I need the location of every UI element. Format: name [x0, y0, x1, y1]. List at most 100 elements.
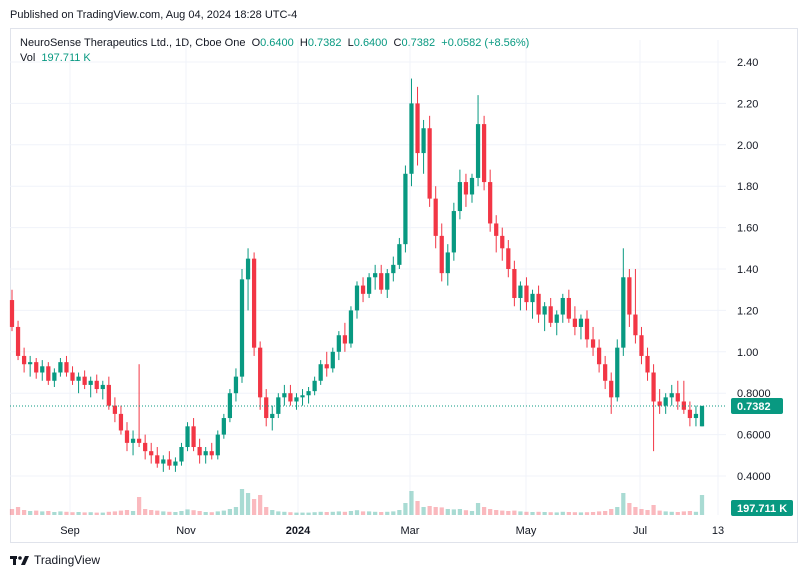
volume-bar	[58, 511, 63, 515]
volume-bar	[687, 511, 693, 515]
volume-bar	[130, 511, 136, 515]
candle-body	[530, 293, 535, 303]
candle-body	[130, 438, 136, 443]
candle-body	[439, 235, 444, 274]
candle-body	[566, 297, 571, 319]
price-tick-label: 1.80	[737, 181, 758, 193]
candle-body	[633, 314, 638, 336]
volume-bar	[385, 511, 390, 515]
candle-body	[451, 211, 456, 253]
volume-bar	[300, 512, 305, 515]
candle-body	[693, 413, 699, 419]
chart-frame	[10, 28, 798, 543]
volume-bar	[663, 511, 668, 515]
candle-body	[28, 362, 33, 365]
volume-bar	[481, 507, 487, 515]
candle-body	[463, 182, 469, 195]
candle-body	[203, 451, 208, 456]
candle-body	[264, 397, 269, 419]
candle-body	[639, 335, 644, 356]
candle-body	[596, 347, 602, 365]
volume-bar	[76, 512, 81, 515]
volume-bar	[288, 512, 293, 515]
candle-body	[427, 128, 432, 199]
candle-body	[15, 326, 21, 356]
candle-body	[681, 401, 686, 410]
time-tick-label: 2024	[286, 525, 311, 537]
volume-bar	[312, 512, 317, 515]
tradingview-brand[interactable]: TradingView	[34, 553, 101, 567]
candle-body	[675, 393, 680, 402]
volume-bar	[191, 510, 196, 515]
volume-bar	[596, 511, 602, 515]
price-badge-text: 0.7382	[737, 401, 771, 413]
volume-bar	[397, 510, 402, 515]
price-tick-label: 2.00	[737, 140, 758, 152]
candle-body	[663, 397, 668, 406]
time-tick-label: 13	[712, 525, 724, 537]
candle-body	[366, 277, 372, 294]
candle-body	[584, 318, 590, 340]
volume-bar	[143, 509, 148, 515]
price-tick-label: 1.20	[737, 305, 758, 317]
candle-body	[282, 393, 287, 398]
candle-body	[155, 455, 160, 464]
candle-body	[481, 124, 487, 183]
candle-body	[209, 451, 214, 456]
candle-body	[21, 355, 27, 365]
symbol-label[interactable]: NeuroSense Therapeutics Ltd., 1D, Cboe O…	[20, 37, 246, 49]
low-label: L	[347, 37, 354, 49]
volume-bar	[276, 511, 281, 515]
candle-body	[143, 442, 148, 452]
candle-body	[687, 409, 693, 419]
candle-body	[112, 405, 118, 414]
volume-bar	[106, 511, 111, 515]
candle-body	[699, 405, 705, 427]
volume-bar	[409, 491, 414, 515]
volume-bar	[609, 509, 614, 515]
volume-bar	[21, 510, 27, 515]
candle-body	[354, 285, 360, 311]
candle-body	[542, 306, 547, 315]
volume-bar	[439, 507, 444, 515]
candle-body	[300, 395, 305, 398]
change-value: +0.0582 (+8.56%)	[441, 37, 530, 49]
candle-body	[524, 285, 529, 303]
candle-body	[276, 397, 281, 414]
candle-body	[149, 451, 154, 456]
candle-body	[391, 264, 396, 274]
volume-bar	[445, 509, 450, 515]
volume-bar	[463, 510, 469, 515]
candle-body	[306, 391, 311, 396]
candle-body	[136, 438, 142, 443]
volume-bar	[318, 511, 323, 515]
candle-body	[70, 372, 75, 381]
volume-bar	[124, 510, 130, 515]
volume-bar	[258, 495, 263, 515]
volume-bar	[149, 510, 154, 515]
volume-bar	[590, 512, 596, 515]
candle-body	[609, 380, 614, 398]
volume-bar	[354, 510, 360, 515]
candle-body	[469, 177, 475, 195]
candle-body	[590, 339, 596, 348]
volume-bar	[52, 512, 57, 515]
candle-body	[312, 380, 317, 392]
volume-value: 197.711 K	[41, 52, 91, 64]
high-value: 0.7382	[307, 37, 342, 49]
volume-bar	[215, 511, 220, 515]
candle-body	[64, 362, 69, 373]
volume-bar	[118, 510, 124, 515]
candle-body	[106, 384, 111, 406]
volume-bar	[161, 511, 166, 515]
volume-bar	[699, 495, 705, 515]
candle-body	[100, 384, 105, 390]
volume-bar	[421, 507, 426, 515]
volume-bar	[185, 509, 190, 515]
volume-bar	[572, 512, 578, 515]
tradingview-logo-icon[interactable]	[10, 554, 30, 566]
volume-bar	[500, 510, 505, 515]
candle-body	[385, 273, 390, 290]
candle-body	[294, 397, 299, 402]
